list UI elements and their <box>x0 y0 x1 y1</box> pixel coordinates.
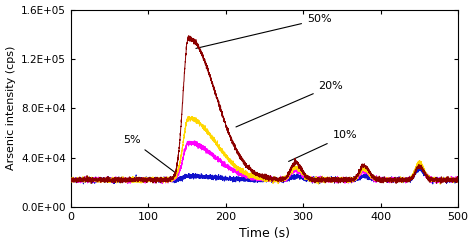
Text: 20%: 20% <box>236 81 343 127</box>
X-axis label: Time (s): Time (s) <box>239 228 290 240</box>
Text: 50%: 50% <box>196 15 332 48</box>
Y-axis label: Arsenic intensity (cps): Arsenic intensity (cps) <box>6 46 16 170</box>
Text: 10%: 10% <box>289 130 357 161</box>
Text: 5%: 5% <box>124 135 177 174</box>
